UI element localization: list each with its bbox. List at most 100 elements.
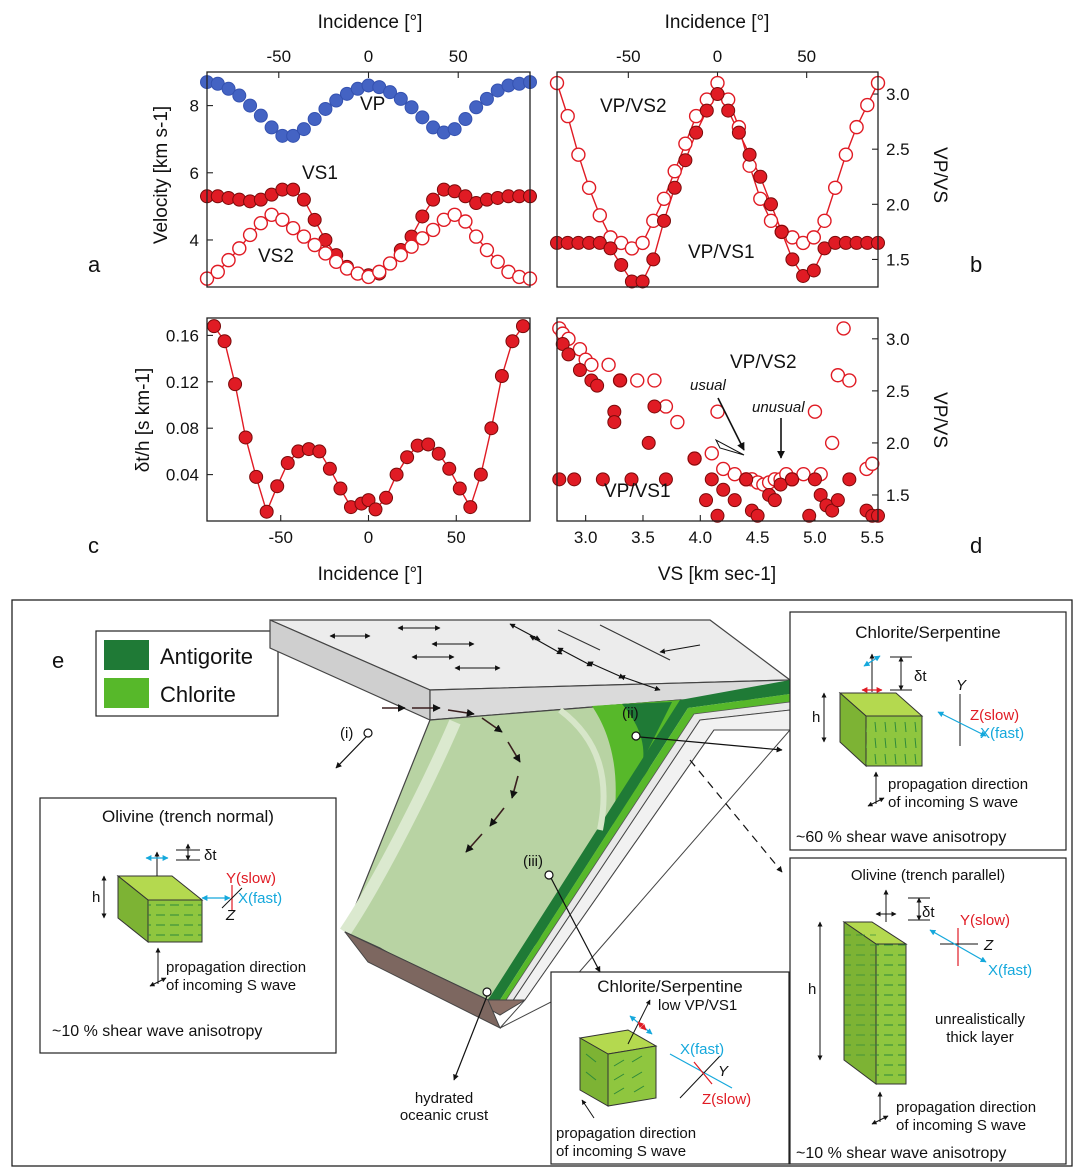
point-vp: [329, 93, 344, 108]
point-series: [473, 467, 488, 482]
point-series: [361, 493, 376, 508]
panel-c-ylabel: δt/h [s km-1]: [133, 368, 154, 473]
point-series: [442, 461, 457, 476]
point-vp-vs2: [581, 180, 597, 195]
point-vp-vs1: [647, 399, 662, 414]
point-vs2: [490, 254, 505, 270]
legend-swatch-antigorite: [104, 640, 149, 670]
point-vp: [264, 120, 279, 135]
ytick-label: 6: [190, 164, 199, 183]
point-vs2: [404, 239, 419, 254]
point-vp-vs1: [595, 472, 610, 487]
xtick-label: 3.5: [631, 528, 655, 547]
point-vs2: [307, 237, 322, 253]
point-vp-vs2: [842, 373, 857, 388]
legend: Antigorite Chlorite: [95, 630, 279, 717]
panel-e-frame: [11, 599, 1073, 1167]
point-vs2: [242, 227, 258, 243]
point-vp: [318, 101, 333, 116]
fabric-arrows-top: [329, 623, 701, 691]
point-vp: [307, 112, 322, 127]
point-vp-vs1: [699, 103, 714, 118]
point-vp-vs1: [590, 378, 605, 393]
chl-iii-cube-front: [607, 1045, 657, 1107]
point-vp-vs1: [807, 472, 822, 487]
label-d-vp-vs2: VP/VS2: [730, 352, 797, 373]
box-chlorite-serpentine-iii: Chlorite/Serpentine low VP/VS1 X(fast) Y…: [550, 971, 790, 1165]
point-series: [270, 479, 285, 494]
point-vp-vs1: [561, 347, 576, 362]
panel-d-series: [552, 321, 885, 523]
point-series: [249, 469, 264, 484]
chl-ii-h: h: [812, 709, 820, 726]
point-vp-vs2: [601, 357, 616, 373]
ytick-label: 4: [190, 231, 199, 250]
olivine-normal-title: Olivine (trench normal): [102, 807, 274, 826]
xtick-label: 0: [364, 47, 373, 66]
box-chlorite-serpentine-ii: Chlorite/Serpentine h δt Y Z(slow) X(fas…: [789, 611, 1067, 851]
chl-ii-title: Chlorite/Serpentine: [855, 623, 1001, 642]
point-vp-vs1: [742, 147, 757, 162]
ytick-label: 3.0: [886, 330, 910, 349]
panel-d-ticks: 3.0 3.5 4.0 4.5 5.0 5.5 1.5 2.0 2.5 3.0: [574, 330, 910, 547]
chl-iii-prop-arrow: [581, 1099, 595, 1119]
point-vp-vs1: [704, 472, 719, 487]
point-vp-vs1: [750, 508, 765, 523]
panel-d-letter: d: [970, 533, 982, 558]
chl-ii-fast-pol: [863, 655, 881, 667]
point-vp-vs1: [731, 125, 746, 140]
xtick-label: -50: [268, 528, 293, 547]
point-vp: [415, 110, 430, 125]
box-olivine-parallel-frame: [789, 857, 1067, 1165]
point-vp: [383, 85, 398, 100]
point-vp-vs2: [849, 119, 864, 135]
point-vp-vs1: [806, 263, 821, 278]
chl-iii-z-axis: [693, 1061, 713, 1085]
point-vp-vs1: [613, 373, 628, 388]
panel-e-diagram: e Antigorite Chlorite: [11, 599, 1073, 1167]
point-vp-vs1: [716, 482, 731, 497]
point-vs2: [468, 229, 484, 244]
location-iii-marker: [544, 870, 554, 880]
point-vp-vs2: [836, 321, 851, 336]
point-vp-vs1: [641, 435, 656, 450]
point-vp-vs2: [670, 414, 685, 430]
ytick-label: 2.5: [886, 140, 910, 159]
point-series: [280, 456, 295, 470]
chl-ii-cube-fabric: [866, 716, 922, 766]
point-vp-vs1: [710, 508, 725, 523]
crust-label-2: oceanic crust: [400, 1107, 489, 1124]
point-vp-vs1: [689, 125, 704, 140]
chl-iii-slow-pol: [637, 1021, 647, 1031]
point-vp-vs2: [807, 404, 823, 419]
xtick-label: -50: [616, 47, 641, 66]
point-vp-vs2: [824, 435, 840, 451]
panel-c-frame: [206, 317, 531, 522]
point-vp-vs2: [630, 373, 645, 388]
point-vp-vs1: [830, 493, 845, 508]
olivine-parallel-anisotropy: ~10 % shear wave anisotropy: [796, 1145, 1006, 1162]
point-vp-vs1: [667, 180, 682, 195]
flow-arrows: [382, 704, 521, 853]
panel-d-frame: [556, 317, 879, 522]
box-chl-ii-frame: [789, 611, 1067, 851]
box-olivine-trench-normal: Olivine (trench normal) h δt Y(slow) X(f…: [39, 797, 337, 1054]
chl-ii-anisotropy: ~60 % shear wave anisotropy: [796, 829, 1006, 846]
point-vp-vs2: [763, 213, 779, 229]
label-vp: VP: [360, 94, 385, 115]
point-vp-vs1: [767, 493, 782, 508]
chl-iii-title: Chlorite/Serpentine: [597, 977, 743, 996]
chl-ii-prop-2: of incoming S wave: [888, 794, 1018, 811]
location-i-marker: [363, 728, 373, 738]
point-vp-vs1: [774, 224, 789, 239]
panel-c-ticks: -50 0 50 0.04 0.08 0.12 0.16: [166, 326, 466, 547]
point-series: [312, 444, 327, 459]
olivine-parallel-prop-1: propagation direction: [896, 1099, 1036, 1116]
point-series: [421, 437, 436, 452]
ytick-label: 0.04: [166, 466, 199, 485]
olivine-parallel-slow: Y(slow): [960, 912, 1010, 929]
label-d-vp-vs1: VP/VS1: [604, 481, 671, 502]
point-vp-vs1: [721, 103, 736, 118]
point-vp-vs1: [699, 493, 714, 508]
xtick-label: 50: [797, 47, 816, 66]
